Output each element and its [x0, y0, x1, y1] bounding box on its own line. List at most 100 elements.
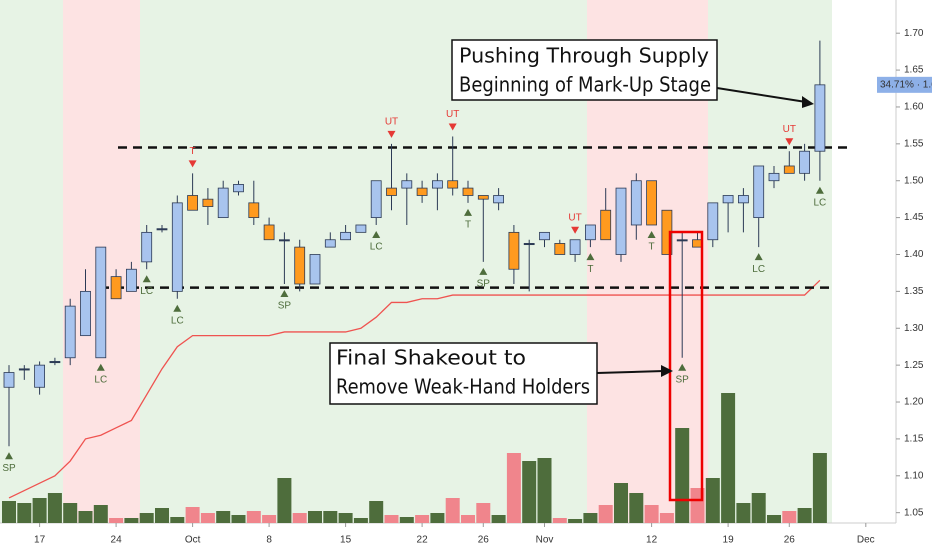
volume-bar [78, 511, 93, 523]
signal-label: LC [171, 315, 184, 326]
volume-bar [506, 453, 521, 523]
candle-body [126, 268, 137, 292]
volume-bar [522, 461, 537, 523]
volume-layer [2, 393, 827, 523]
candle-body [3, 372, 15, 388]
candle-body [539, 231, 550, 241]
y-tick-label: 1.60 [904, 102, 924, 113]
signal-label: T [587, 264, 593, 275]
signal-marker [372, 230, 381, 238]
volume-bar [476, 503, 491, 523]
volume-bar [47, 493, 62, 523]
candle-body [171, 202, 183, 292]
signal-marker [5, 452, 13, 460]
line-layer [8, 279, 821, 499]
candle-layer [3, 40, 826, 447]
candle-body [278, 239, 290, 242]
annotation-box [451, 39, 718, 101]
signal-label: LC [370, 242, 383, 253]
candle-body [768, 172, 780, 182]
volume-bar [216, 511, 231, 523]
candle-body [493, 195, 505, 204]
candle-body [340, 231, 352, 241]
signal-label: SP [2, 463, 16, 474]
candle-body [508, 231, 520, 270]
volume-bar [262, 515, 277, 523]
price-label: 34.71% · 1.63 [880, 79, 932, 90]
signal-marker [647, 230, 656, 238]
candle-body [447, 180, 459, 189]
signal-label: LC [140, 286, 153, 297]
signal-marker [785, 138, 794, 146]
volume-bar [308, 511, 322, 523]
volume-bar [2, 501, 16, 523]
volume-bar [277, 478, 292, 523]
volume-bar [323, 511, 338, 523]
candle-body [814, 84, 826, 152]
candle-body [462, 187, 474, 196]
candle-body [477, 195, 489, 200]
y-tick-label: 1.20 [904, 397, 924, 408]
candle-body [630, 180, 642, 226]
volume-bar [231, 515, 246, 523]
annotation-text: Pushing Through Supply [459, 44, 709, 68]
signal-marker [464, 208, 472, 216]
x-tick-label: 15 [340, 535, 352, 546]
x-tick-label: 19 [723, 535, 735, 546]
candle-body [753, 165, 765, 219]
volume-bar [63, 503, 78, 523]
candle-body [18, 368, 30, 371]
x-tick-label: 26 [478, 535, 490, 546]
phase-band [0, 0, 63, 523]
signal-label: T [649, 242, 655, 253]
volume-bar [17, 503, 32, 523]
candle-body [34, 364, 45, 388]
volume-bar [93, 505, 108, 523]
x-tick-label: 26 [784, 535, 796, 546]
signal-label: T [190, 146, 196, 157]
highlight-box [668, 230, 704, 502]
signal-marker [754, 253, 763, 261]
candle-body [263, 224, 275, 241]
candle-body [202, 198, 214, 207]
reference-layer [100, 146, 848, 289]
volume-bar [430, 513, 445, 523]
candle-body [615, 187, 627, 255]
signal-marker [479, 267, 488, 275]
signal-marker [96, 363, 105, 371]
volume-bar [109, 518, 124, 523]
annotation-text: Beginning of Mark-Up Stage [459, 73, 711, 97]
y-tick-label: 1.15 [904, 434, 924, 445]
y-tick-label: 1.40 [904, 249, 924, 260]
x-tick-label: Nov [536, 535, 554, 546]
candle-body [646, 180, 657, 226]
volume-bar [721, 393, 736, 523]
candle-body [370, 180, 382, 219]
signal-label: LC [752, 264, 765, 275]
volume-bar [583, 513, 598, 523]
x-tick-label: 22 [417, 535, 429, 546]
candle-body [355, 224, 367, 233]
candle-body [523, 243, 535, 246]
signal-label: UT [568, 212, 581, 223]
signal-marker [188, 160, 197, 168]
volume-bar [353, 518, 368, 523]
volume-bar [812, 453, 827, 523]
x-tick-label: 24 [111, 535, 123, 546]
volume-bar [629, 493, 644, 523]
annotation-arrow [716, 87, 807, 103]
volume-bar [170, 517, 185, 523]
volume-bar [767, 515, 781, 523]
signal-label: LC [814, 197, 827, 208]
signal-marker [280, 289, 289, 297]
volume-bar [568, 519, 583, 523]
volume-bar [445, 498, 460, 523]
y-tick-label: 1.65 [904, 65, 924, 76]
candle-body [738, 195, 749, 204]
candle-body [187, 195, 199, 211]
price-label-box [877, 76, 932, 93]
candle-body [217, 187, 229, 219]
annotation-arrow [596, 370, 665, 374]
volume-bar [124, 518, 139, 523]
